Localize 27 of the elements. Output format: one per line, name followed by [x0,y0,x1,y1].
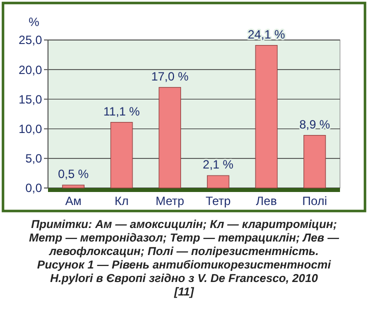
x-tick-label: Метр [156,194,184,208]
bar [110,122,133,188]
y-tick-label: 5,0 [25,152,42,166]
y-tick-label: 0,0 [25,181,42,196]
data-label: 17,0 % [151,69,189,84]
x-tick-label: Кл [114,194,129,208]
data-label: 0,5 % [58,167,90,182]
x-tick-label: Полі [302,194,328,208]
bar [255,45,278,188]
y-tick-label: 20,0 [18,62,42,77]
bar [206,175,230,188]
x-tick-label: Ам [65,194,82,208]
text: Рисунок 1 — Рівень антибіотикорезистентності H.pylori в Європі згідно з V. De Francesco, 2010 [11] [37,260,332,298]
x-tick-label: Лев [256,194,277,208]
x-tick-label: Тетр [206,194,232,208]
data-label: 11,1 % [103,104,140,118]
bar [158,87,182,188]
data-label: 24,1 % [248,27,286,42]
data-label: 2,1 % [202,158,234,172]
text: Примітки: Ам — амоксицилін; Кл — кларитроміцин; Метр — метронідазол; Тетр — тетрациклін; Лев — левофлоксацин; Полі — полірезистентність. [29,219,340,258]
y-axis-title: % [28,15,40,29]
bar [62,184,84,188]
bar [304,135,326,188]
y-tick-label: 10,0 [18,122,42,136]
y-tick-label: 15,0 [18,92,42,106]
y-tick-label: 25,0 [18,33,42,48]
data-label: 8,9 % [299,117,330,132]
